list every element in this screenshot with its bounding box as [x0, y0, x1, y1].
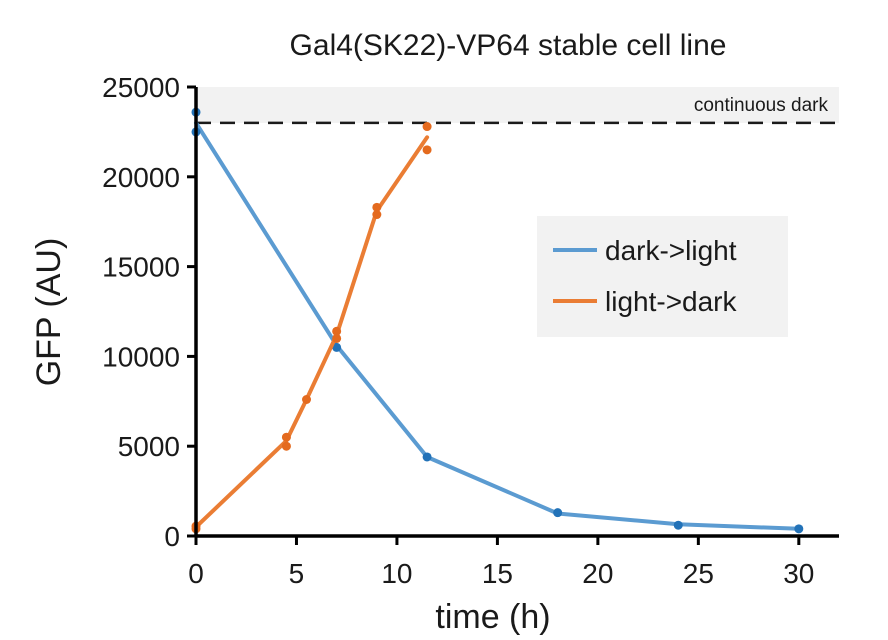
x-tick-label: 0: [188, 558, 204, 589]
data-point: [673, 520, 683, 530]
continuous-dark-label: continuous dark: [694, 95, 829, 116]
data-point: [332, 333, 342, 343]
x-ticks: 0 5 10 15 20 25 30: [188, 536, 814, 589]
data-point: [553, 508, 563, 518]
y-tick-label: 5000: [118, 431, 180, 462]
data-point: [281, 441, 291, 451]
y-ticks: 0 5000 10000 15000 20000 25000: [102, 72, 196, 552]
legend-label: light->dark: [605, 286, 738, 317]
y-tick-label: 20000: [102, 162, 180, 193]
x-tick-label: 25: [683, 558, 714, 589]
series-light-dark: [191, 122, 432, 534]
data-point: [372, 210, 382, 220]
y-tick-label: 15000: [102, 252, 180, 283]
x-tick-label: 10: [381, 558, 412, 589]
data-point: [332, 342, 342, 352]
data-point: [422, 452, 432, 462]
legend-label: dark->light: [605, 235, 737, 266]
data-point: [372, 202, 382, 212]
series-line-dark-light: [194, 120, 801, 531]
x-tick-label: 15: [482, 558, 513, 589]
legend: dark->light light->dark: [537, 216, 788, 337]
data-point: [422, 145, 432, 155]
data-point: [794, 524, 804, 534]
y-tick-label: 0: [164, 521, 180, 552]
y-tick-label: 10000: [102, 341, 180, 372]
legend-box: [537, 216, 788, 337]
data-point: [332, 326, 342, 336]
x-tick-label: 30: [783, 558, 814, 589]
series-line-light-dark: [194, 135, 430, 529]
x-tick-label: 20: [582, 558, 613, 589]
data-point: [281, 432, 291, 442]
x-axis-label: time (h): [435, 598, 550, 636]
chart-title: Gal4(SK22)-VP64 stable cell line: [290, 29, 727, 62]
data-point: [422, 122, 432, 132]
y-tick-label: 25000: [102, 72, 180, 103]
x-tick-label: 5: [289, 558, 305, 589]
y-axis-label: GFP (AU): [30, 238, 68, 387]
data-point: [302, 395, 312, 405]
continuous-dark-band: [196, 87, 839, 123]
